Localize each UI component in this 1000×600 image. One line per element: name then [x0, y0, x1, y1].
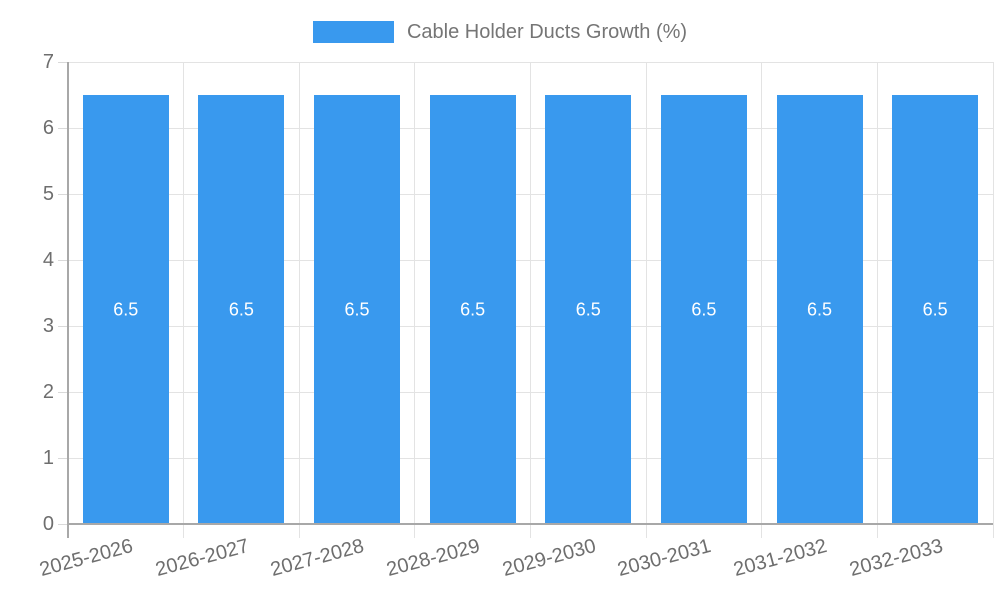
y-tick-mark	[58, 457, 68, 459]
bar[interactable]	[198, 95, 285, 523]
x-gridline	[530, 62, 531, 538]
y-tick-mark	[58, 193, 68, 195]
y-tick-mark	[58, 259, 68, 261]
bar[interactable]	[660, 95, 747, 523]
x-gridline	[645, 62, 647, 538]
x-axis-tick-label: 2029-2030	[499, 535, 599, 582]
x-axis-tick-label: 2026-2027	[153, 535, 252, 582]
y-axis-tick-label: 7	[42, 51, 54, 73]
bar-value-label: 6.5	[344, 299, 370, 319]
x-axis-tick-label: 2030-2031	[615, 535, 714, 582]
x-axis-tick-label: 2031-2032	[731, 535, 830, 582]
y-axis-tick-label: 4	[42, 249, 54, 271]
bar[interactable]	[314, 95, 401, 523]
bar-value-label: 6.5	[922, 299, 948, 319]
y-tick-mark	[58, 127, 68, 129]
bar-value-label: 6.5	[691, 299, 717, 319]
y-axis-tick-label: 5	[42, 183, 54, 205]
bar[interactable]	[892, 95, 979, 523]
x-axis-tick-label: 2027-2028	[268, 535, 367, 582]
x-gridline	[876, 62, 878, 538]
y-tick-mark	[58, 325, 68, 327]
bar[interactable]	[545, 95, 632, 523]
bar-value-label: 6.5	[575, 299, 601, 319]
x-axis-tick-label: 2025-2026	[37, 535, 136, 582]
x-gridline	[761, 62, 763, 538]
legend-label: Cable Holder Ducts Growth (%)	[406, 20, 688, 43]
bar[interactable]	[776, 95, 863, 523]
y-axis-line	[67, 62, 69, 538]
y-tick-mark	[58, 61, 68, 63]
y-tick-mark	[58, 523, 68, 525]
x-axis-tick-label: 2032-2033	[846, 535, 945, 582]
y-axis-tick-label: 1	[42, 447, 54, 469]
y-tick-mark	[58, 391, 68, 393]
y-axis-tick-label: 6	[42, 117, 54, 139]
bar-value-label: 6.5	[807, 299, 833, 319]
x-gridline	[183, 62, 185, 538]
bar[interactable]	[82, 95, 169, 523]
y-axis-tick-label: 3	[42, 315, 54, 337]
x-axis-line	[68, 523, 993, 525]
x-gridline	[992, 62, 994, 538]
y-axis-tick-label: 2	[42, 381, 54, 403]
bar-value-label: 6.5	[113, 299, 139, 319]
legend-swatch	[312, 21, 394, 43]
y-axis-tick-label: 0	[42, 513, 54, 535]
legend[interactable]: Cable Holder Ducts Growth (%)	[0, 20, 1000, 44]
bar-value-label: 6.5	[228, 299, 254, 319]
x-gridline	[414, 62, 416, 538]
x-axis-tick-label: 2028-2029	[384, 535, 483, 582]
x-gridline	[298, 62, 300, 538]
bar[interactable]	[429, 95, 516, 523]
bar-value-label: 6.5	[460, 299, 486, 319]
